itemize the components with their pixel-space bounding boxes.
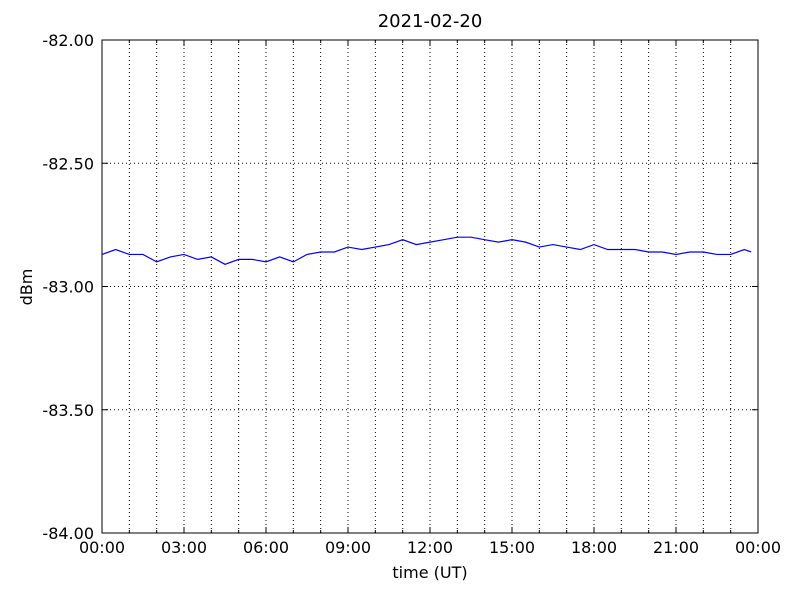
- x-tick-label: 00:00: [79, 538, 125, 557]
- y-axis-label: dBm: [17, 269, 36, 306]
- x-tick-label: 12:00: [407, 538, 453, 557]
- x-tick-label: 03:00: [161, 538, 207, 557]
- y-tick-label: -83.50: [42, 401, 94, 420]
- data-line: [101, 236, 752, 265]
- x-axis-label: time (UT): [392, 563, 467, 582]
- y-tick-label: -82.00: [42, 31, 94, 50]
- x-tick-label: 00:00: [735, 538, 781, 557]
- x-tick-label: 06:00: [243, 538, 289, 557]
- x-tick-label: 18:00: [571, 538, 617, 557]
- x-tick-label: 09:00: [325, 538, 371, 557]
- x-tick-label: 15:00: [489, 538, 535, 557]
- x-tick-label: 21:00: [653, 538, 699, 557]
- y-tick-label: -83.00: [42, 278, 94, 297]
- chart-title: 2021-02-20: [378, 11, 483, 32]
- y-tick-label: -82.50: [42, 154, 94, 173]
- y-tick-label: -84.00: [42, 524, 94, 543]
- plot-frame: [101, 39, 759, 534]
